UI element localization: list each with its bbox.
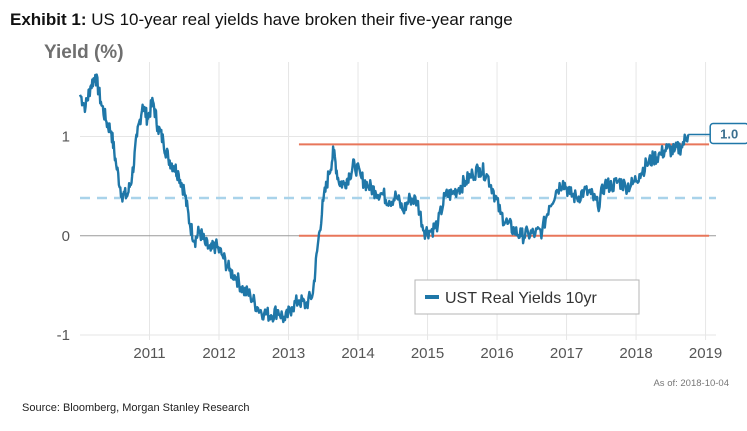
y-tick-label: 1 [62, 128, 70, 145]
y-tick-label: 0 [62, 228, 70, 245]
callout-label: 1.0 [720, 126, 738, 141]
x-tick-label: 2017 [550, 345, 583, 362]
chart-title: Exhibit 1: US 10-year real yields have b… [10, 10, 513, 30]
as-of-date: As of: 2018-10-04 [653, 378, 729, 389]
series-line-ust-real-yields [78, 73, 690, 324]
legend-box [414, 279, 640, 315]
exhibit-label: Exhibit 1: [10, 10, 87, 29]
exhibit-title: US 10-year real yields have broken their… [91, 10, 513, 29]
y-axis-label: Yield (%) [44, 42, 124, 63]
x-tick-label: 2018 [619, 345, 652, 362]
x-tick-label: 2016 [480, 345, 513, 362]
source-note: Source: Bloomberg, Morgan Stanley Resear… [22, 402, 250, 414]
x-tick-label: 2015 [411, 345, 444, 362]
callout-box [709, 122, 747, 145]
x-tick-label: 2019 [689, 345, 722, 362]
legend-entry: UST Real Yields 10yr [445, 290, 597, 307]
y-tick-label: -1 [57, 327, 70, 344]
x-tick-label: 2014 [341, 345, 374, 362]
x-tick-label: 2011 [133, 345, 165, 362]
x-tick-label: 2013 [272, 345, 305, 362]
x-tick-label: 2012 [202, 345, 235, 362]
